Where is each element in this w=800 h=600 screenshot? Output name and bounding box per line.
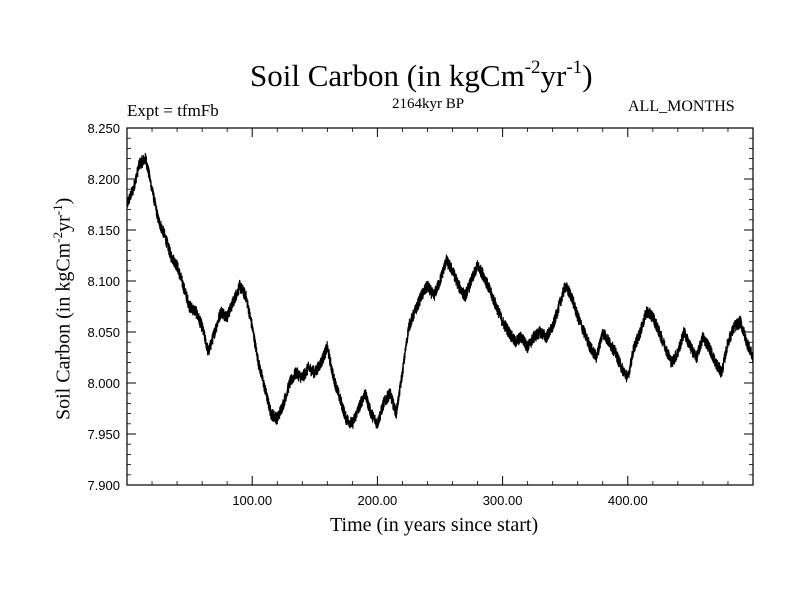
plot-frame — [126, 127, 754, 486]
x-tick-label: 400.00 — [608, 493, 648, 508]
y-axis-label: Soil Carbon (in kgCm-2yr-1) — [50, 197, 75, 420]
x-tick-label: 200.00 — [358, 493, 398, 508]
y-tick-label: 8.200 — [87, 172, 120, 187]
x-axis-label: Time (in years since start) — [330, 514, 539, 536]
y-tick-label: 8.050 — [87, 325, 120, 340]
chart-title: Soil Carbon (in kgCm-2yr-1) — [250, 56, 593, 93]
y-tick-label: 8.150 — [87, 223, 120, 238]
y-tick-label: 7.950 — [87, 427, 120, 442]
y-tick-label: 8.100 — [87, 274, 120, 289]
y-tick-label: 8.250 — [87, 121, 120, 136]
chart-subtitle: 2164kyr BP — [392, 96, 465, 112]
x-tick-label: 100.00 — [232, 493, 272, 508]
months-label: ALL_MONTHS — [628, 98, 735, 115]
y-tick-label: 7.900 — [87, 478, 120, 493]
experiment-label: Expt = tfmFb — [127, 101, 219, 120]
series-line-soil-carbon — [126, 152, 754, 430]
x-tick-label: 300.00 — [483, 493, 523, 508]
y-tick-label: 8.000 — [87, 376, 120, 391]
